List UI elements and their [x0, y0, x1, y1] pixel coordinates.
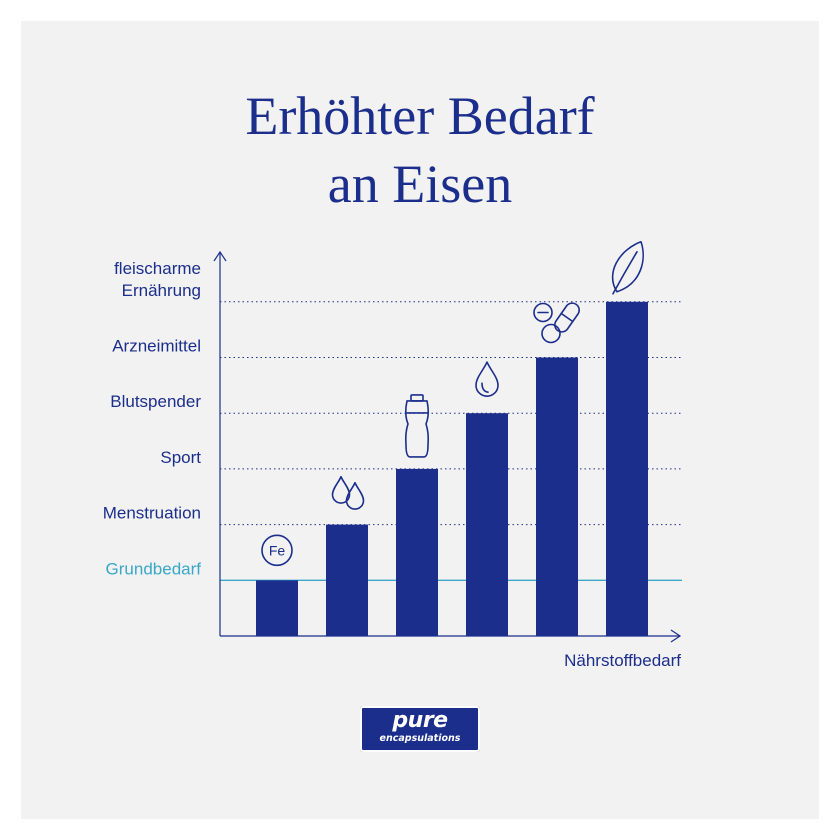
x-axis-label: Nährstoffbedarf: [564, 651, 681, 670]
bar: [466, 413, 508, 636]
y-tick-label: fleischarme Ernährung: [114, 259, 201, 300]
y-tick-label: Arzneimittel: [112, 337, 201, 356]
fe-label: Fe: [269, 542, 286, 558]
bar: [536, 357, 578, 636]
y-tick-label: Sport: [160, 448, 201, 467]
chart-title-line-1: Erhöhter Bedarf: [245, 86, 595, 146]
drop-icon: [475, 361, 499, 397]
fe-badge-icon: Fe: [261, 534, 293, 567]
bar: [326, 524, 368, 636]
drops-icon: [331, 475, 365, 510]
bottle-icon: [404, 394, 430, 458]
y-tick-label: Menstruation: [103, 504, 201, 523]
brand-logo: pure encapsulations: [360, 706, 480, 752]
chart-title: Erhöhter Bedarf an Eisen: [0, 82, 840, 218]
y-axis-arrow: [213, 250, 227, 262]
brand-subtitle: encapsulations: [379, 733, 461, 744]
chart-card: [21, 21, 819, 819]
brand-name: pure: [392, 708, 448, 733]
x-axis-arrow: [670, 629, 682, 643]
bar: [606, 301, 648, 636]
bar: [396, 468, 438, 636]
y-tick-label: Blutspender: [110, 392, 201, 411]
chart-title-line-2: an Eisen: [327, 154, 513, 214]
pills-icon: [533, 302, 580, 344]
y-tick-label: Grundbedarf: [106, 559, 202, 578]
bar: [256, 580, 298, 636]
leaf-icon: [611, 241, 644, 295]
